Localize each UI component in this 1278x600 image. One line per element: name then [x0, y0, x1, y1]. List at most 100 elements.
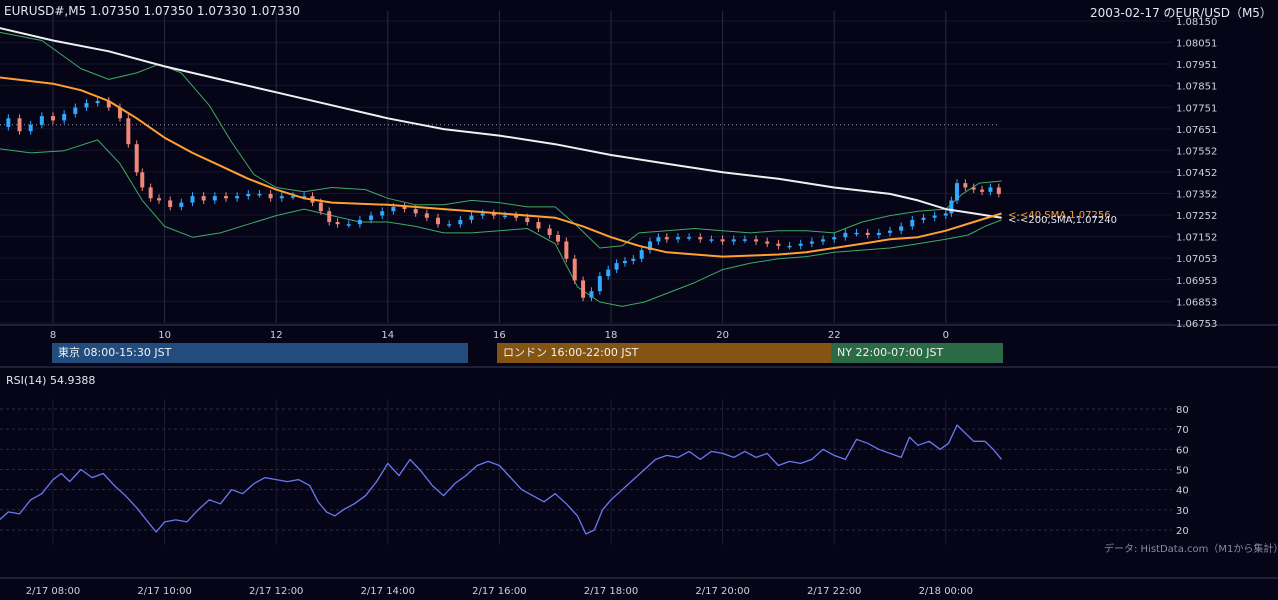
rsi-label: RSI(14) 54.9388	[6, 374, 96, 387]
candle-body	[631, 258, 636, 261]
candle-body	[698, 237, 703, 240]
rsi-tick-label: 70	[1176, 425, 1189, 436]
candle-body	[876, 232, 881, 236]
candle-body	[798, 243, 803, 246]
candle-body	[514, 215, 519, 218]
rsi-time-label: 2/17 20:00	[695, 586, 749, 597]
sma40-annotation: <-<40,SMA,1.07256	[1008, 210, 1111, 221]
candle-body	[921, 217, 926, 220]
candle-body	[95, 100, 100, 104]
candle-body	[290, 196, 295, 198]
candle-body	[458, 219, 463, 225]
candle-body	[51, 116, 55, 121]
candle-body	[687, 237, 692, 239]
candle-body	[564, 241, 569, 259]
candle-body	[742, 239, 747, 241]
candle-body	[469, 215, 474, 220]
rsi-time-label: 2/17 12:00	[249, 586, 303, 597]
candle-body	[190, 196, 195, 203]
price-tick-label: 1.07552	[1176, 146, 1217, 157]
candle-body	[6, 118, 11, 127]
chart-title: 2003-02-17 のEUR/USD（M5）	[1090, 6, 1272, 20]
time-tick-label: 20	[716, 330, 729, 341]
candle-body	[954, 183, 959, 201]
candle-body	[675, 237, 680, 240]
candle-body	[223, 196, 228, 199]
price-tick-label: 1.06853	[1176, 297, 1217, 308]
candle-body	[606, 269, 611, 277]
rsi-tick-label: 20	[1176, 526, 1189, 537]
time-tick-label: 8	[50, 330, 56, 341]
price-tick-label: 1.07152	[1176, 233, 1217, 244]
candle-body	[28, 124, 33, 132]
session-tokyo: 東京 08:00-15:30 JST	[52, 343, 468, 363]
candle-body	[656, 237, 661, 242]
candle-body	[720, 239, 725, 242]
candle-body	[413, 209, 418, 214]
candle-body	[536, 222, 541, 229]
data-source-note: データ: HistData.com（M1から集計）	[1104, 544, 1278, 555]
candle-body	[821, 239, 826, 242]
candle-body	[572, 258, 577, 281]
rsi-time-label: 2/17 22:00	[807, 586, 861, 597]
bollinger-upper-line	[0, 31, 1002, 249]
candle-body	[980, 189, 985, 192]
candle-body	[480, 213, 485, 216]
candle-body	[235, 196, 240, 199]
candle-body	[709, 239, 714, 241]
price-tick-label: 1.07951	[1176, 60, 1217, 71]
candle-body	[436, 217, 441, 225]
rsi-tick-label: 60	[1176, 445, 1189, 456]
price-tick-label: 1.07651	[1176, 125, 1217, 136]
candle-body	[731, 239, 736, 242]
price-tick-label: 1.07751	[1176, 103, 1217, 114]
candles-group	[6, 97, 1001, 302]
candle-body	[117, 107, 122, 119]
candle-body	[765, 241, 770, 244]
candle-body	[134, 144, 139, 173]
candle-body	[318, 202, 323, 212]
candle-body	[589, 291, 594, 298]
candle-body	[201, 196, 206, 201]
price-tick-label: 1.07851	[1176, 82, 1217, 93]
time-tick-label: 10	[158, 330, 171, 341]
price-tick-label: 1.06953	[1176, 276, 1217, 287]
candle-body	[949, 200, 954, 214]
session-london: ロンドン 16:00-22:00 JST	[497, 343, 831, 363]
candle-body	[491, 213, 496, 216]
rsi-time-label: 2/17 18:00	[584, 586, 638, 597]
rsi-time-label: 2/18 00:00	[919, 586, 973, 597]
candle-body	[547, 228, 552, 236]
candle-body	[776, 243, 781, 246]
candle-body	[639, 250, 644, 259]
time-tick-label: 14	[381, 330, 394, 341]
sma200-line	[0, 27, 1002, 219]
price-tick-label: 1.07452	[1176, 168, 1217, 179]
candle-body	[971, 187, 976, 190]
candle-body	[899, 226, 904, 231]
price-tick-label: 1.08150	[1176, 17, 1217, 28]
candle-body	[648, 241, 653, 251]
candle-body	[279, 196, 284, 199]
candle-body	[809, 241, 814, 244]
candle-body	[963, 183, 968, 188]
candle-body	[664, 237, 669, 240]
rsi-tick-label: 40	[1176, 486, 1189, 497]
price-tick-label: 1.07352	[1176, 190, 1217, 201]
rsi-time-label: 2/17 14:00	[361, 586, 415, 597]
candle-body	[597, 276, 602, 292]
candle-body	[62, 113, 67, 121]
candle-body	[268, 193, 273, 199]
candle-body	[148, 187, 153, 199]
rsi-tick-label: 30	[1176, 506, 1189, 517]
candle-body	[246, 193, 251, 197]
bollinger-lower-line	[0, 139, 1002, 307]
candle-body	[302, 196, 307, 198]
rsi-tick-label: 80	[1176, 405, 1189, 416]
candle-body	[39, 116, 44, 125]
candle-body	[126, 118, 131, 145]
candle-body	[402, 206, 407, 210]
candle-body	[854, 232, 859, 235]
candle-body	[140, 172, 145, 188]
sma40-line	[0, 76, 1002, 258]
